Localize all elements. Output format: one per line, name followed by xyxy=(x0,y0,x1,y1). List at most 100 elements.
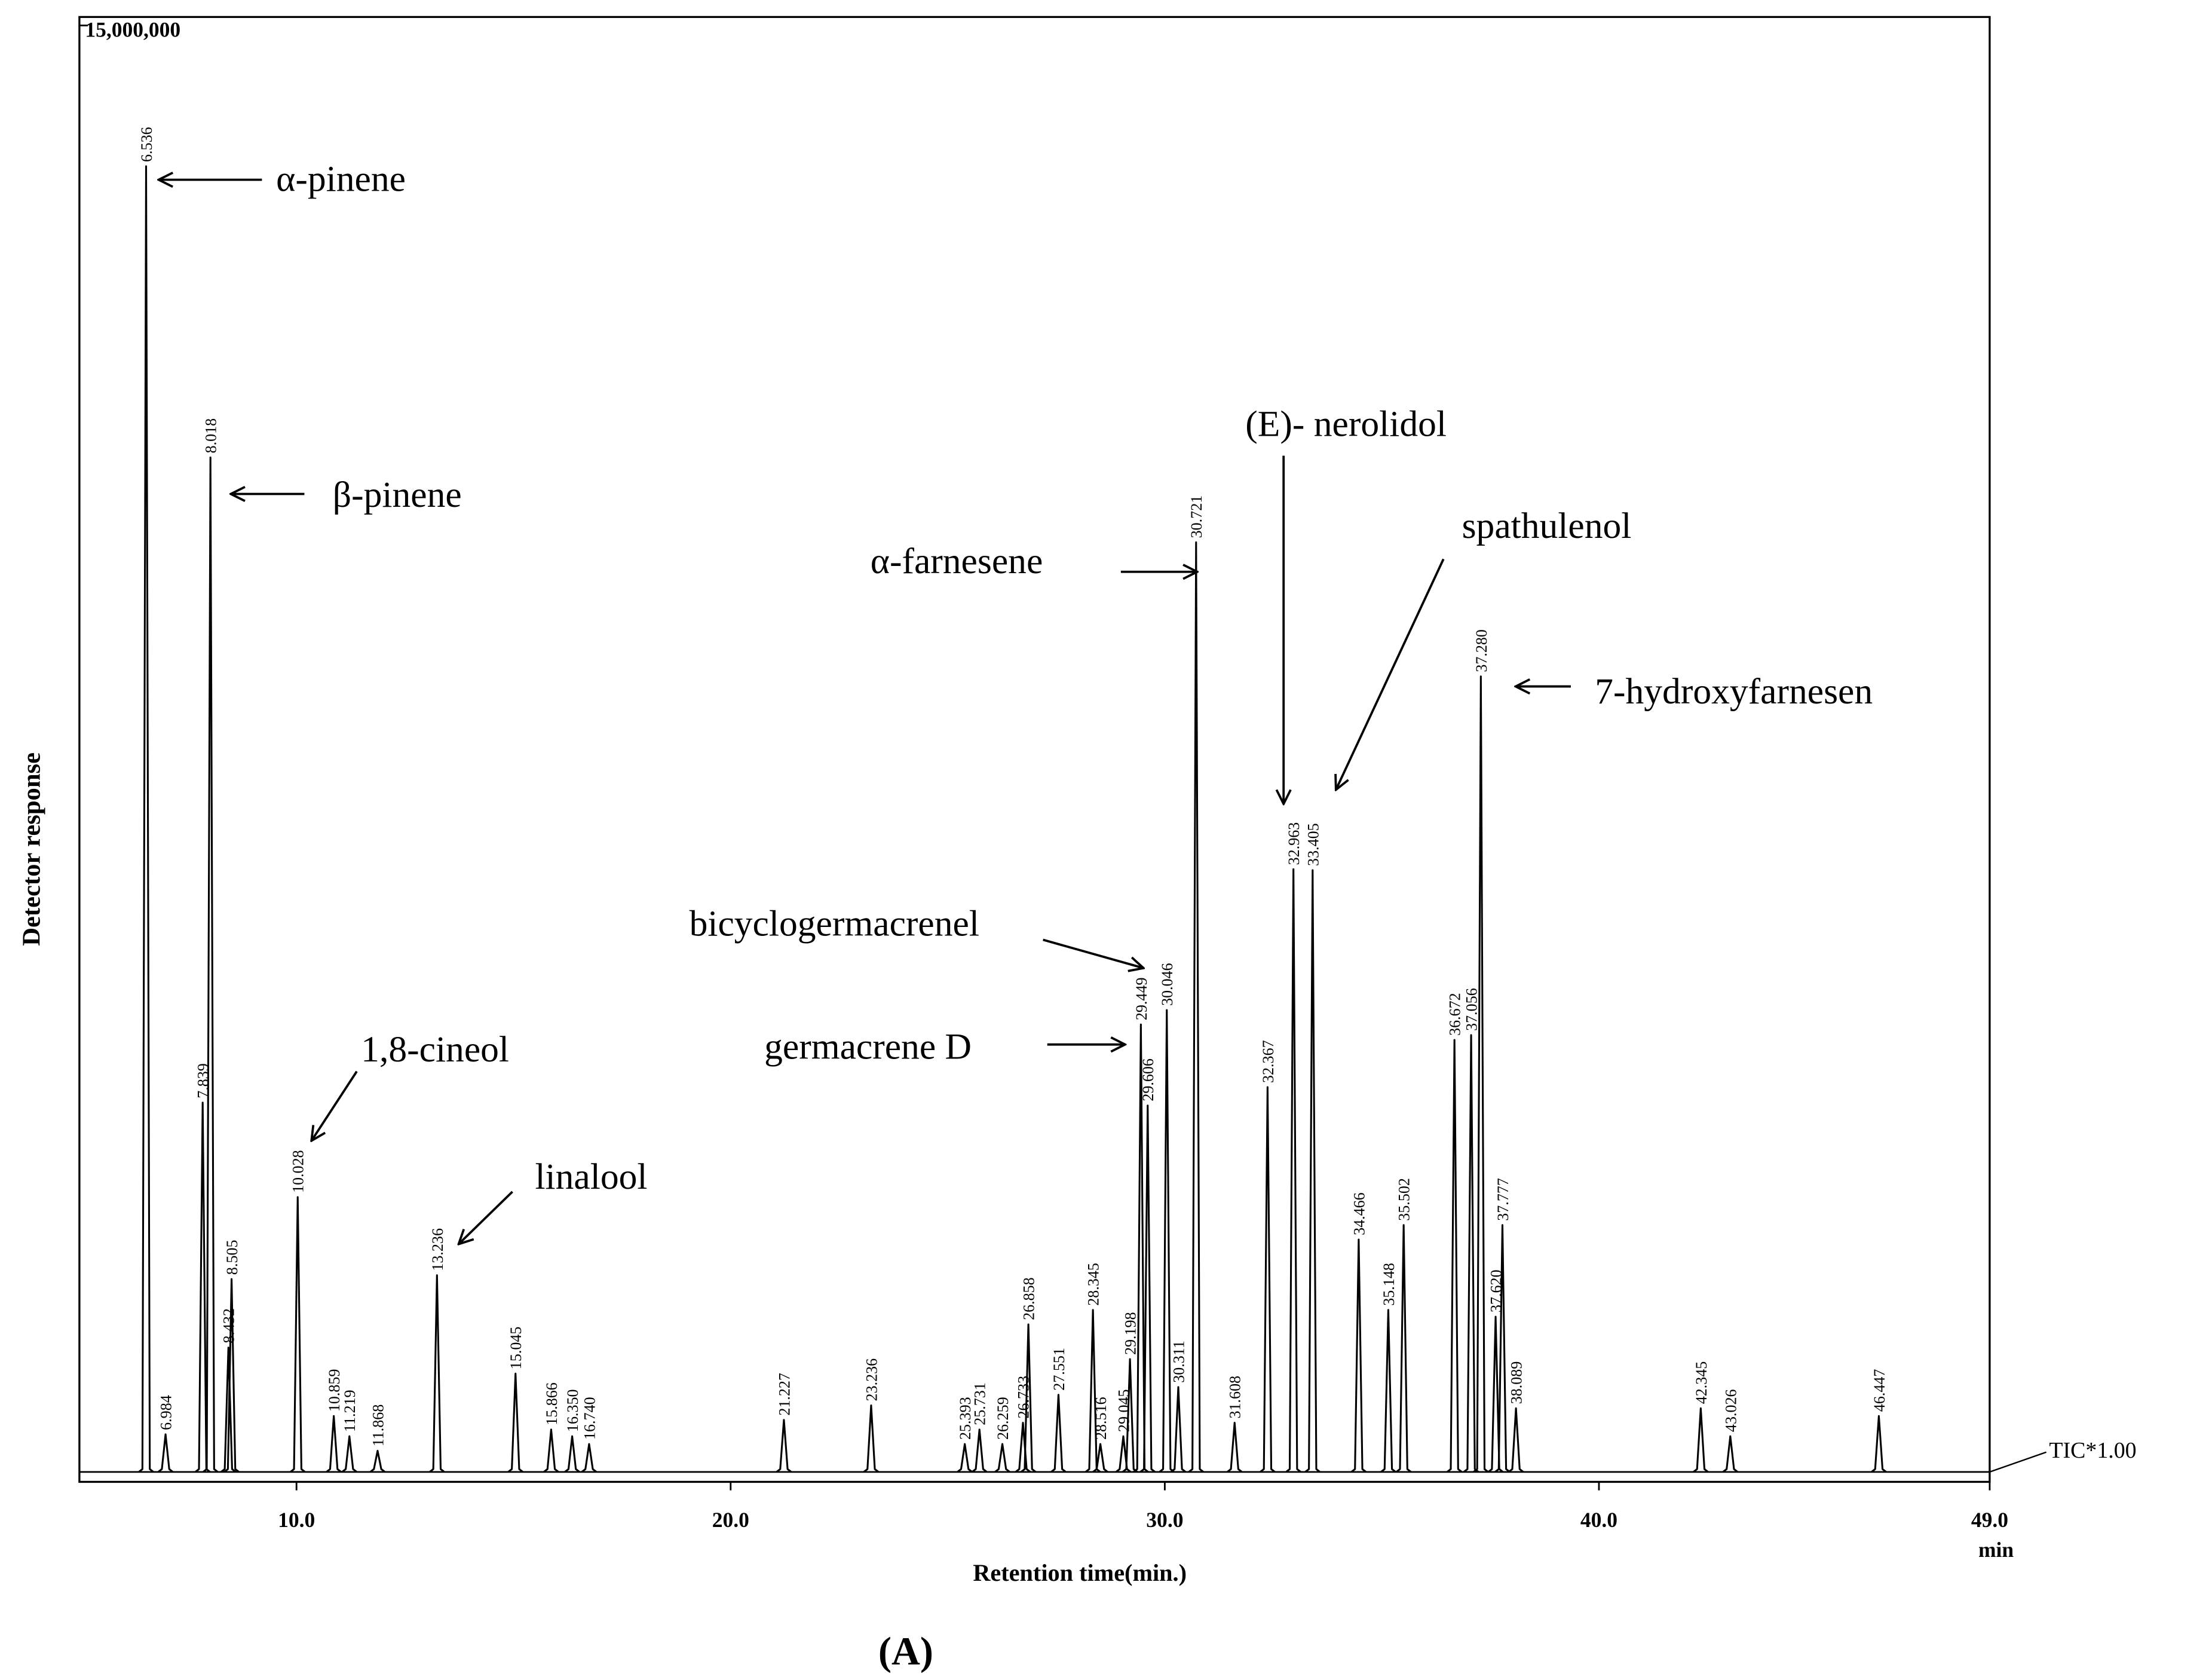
peak-label: 10.028 xyxy=(290,1150,307,1193)
peak-label: 29.045 xyxy=(1115,1389,1132,1432)
x-axis-label: Retention time(min.) xyxy=(973,1559,1187,1586)
peak xyxy=(1170,1386,1187,1473)
arrow xyxy=(1043,938,1144,968)
peak-label: 30.721 xyxy=(1188,495,1205,538)
peak-label: 42.345 xyxy=(1693,1361,1710,1404)
peak-label: 28.516 xyxy=(1092,1397,1110,1440)
peak-label: 10.859 xyxy=(326,1369,343,1412)
x-tick-label: 10.0 xyxy=(278,1508,315,1532)
peak-label: 29.606 xyxy=(1139,1058,1157,1101)
peak xyxy=(971,1428,988,1473)
peak xyxy=(1133,1023,1149,1473)
peak xyxy=(1226,1422,1243,1473)
y-max-label: 15,000,000 xyxy=(85,18,180,42)
peak-label: 46.447 xyxy=(1871,1369,1888,1412)
peak-label: 27.551 xyxy=(1050,1348,1068,1391)
peak xyxy=(1693,1407,1709,1473)
y-axis-label: Detector response xyxy=(18,752,46,946)
peak-label: 26.259 xyxy=(994,1397,1012,1440)
peak-label: 26.858 xyxy=(1021,1277,1038,1320)
x-tick-label: 30.0 xyxy=(1146,1508,1183,1532)
trace-leader xyxy=(1989,1451,2047,1473)
peak-label: 30.311 xyxy=(1170,1341,1187,1383)
peak xyxy=(1487,1315,1504,1473)
caption: (A) xyxy=(878,1630,933,1673)
compound-label: germacrene D xyxy=(764,1026,972,1067)
peak xyxy=(863,1404,880,1473)
arrow xyxy=(1336,558,1445,789)
peak-label: 11.868 xyxy=(369,1404,387,1447)
peak-label: 23.236 xyxy=(863,1358,880,1401)
peak-label: 37.280 xyxy=(1473,629,1490,672)
peak-label: 37.056 xyxy=(1463,988,1481,1031)
peak-label: 32.367 xyxy=(1260,1040,1277,1083)
peak xyxy=(1380,1309,1396,1473)
peak-label: 31.608 xyxy=(1227,1376,1244,1419)
compound-label: bicyclogermacrenel xyxy=(690,903,979,944)
x-tick-label: 40.0 xyxy=(1580,1508,1617,1532)
peak-label: 15.045 xyxy=(507,1327,525,1370)
peak xyxy=(1020,1323,1037,1473)
peak-label: 16.740 xyxy=(581,1397,598,1440)
peak xyxy=(543,1428,559,1473)
peak xyxy=(957,1443,973,1473)
peak xyxy=(1015,1422,1031,1473)
peak-label: 21.227 xyxy=(776,1373,793,1416)
peak xyxy=(1159,1009,1175,1473)
peak xyxy=(1722,1435,1739,1473)
peak xyxy=(1285,868,1301,1473)
peak-label: 29.449 xyxy=(1133,978,1150,1021)
peak-label: 30.046 xyxy=(1159,963,1176,1006)
peak-label: 13.236 xyxy=(429,1228,446,1271)
peak xyxy=(1508,1407,1524,1473)
x-tick-label: 49.0 xyxy=(1971,1508,2008,1532)
peak xyxy=(1304,869,1321,1473)
peak xyxy=(1050,1394,1067,1473)
compound-label: β-pinene xyxy=(333,475,462,515)
peak xyxy=(369,1449,386,1473)
peak xyxy=(1463,1034,1479,1473)
peak-label: 8.505 xyxy=(223,1240,241,1275)
peak xyxy=(507,1372,524,1473)
arrow xyxy=(459,1191,513,1244)
x-unit: min xyxy=(1978,1538,2014,1562)
peak-label: 34.466 xyxy=(1350,1192,1368,1235)
peak xyxy=(1494,1224,1511,1473)
peak-label: 8.432 xyxy=(220,1308,238,1344)
peak xyxy=(1084,1309,1101,1473)
peak xyxy=(326,1415,342,1473)
peak xyxy=(994,1443,1010,1473)
peak-label: 8.018 xyxy=(203,418,220,454)
peak xyxy=(429,1274,445,1473)
peak xyxy=(157,1433,174,1473)
compound-label: 7-hydroxyfarnesen xyxy=(1595,671,1873,712)
peak-label: 15.866 xyxy=(543,1382,560,1425)
peak xyxy=(289,1196,306,1473)
peak-label: 36.672 xyxy=(1447,993,1464,1036)
peak-label: 28.345 xyxy=(1085,1263,1102,1306)
compound-label: α-pinene xyxy=(276,159,406,200)
peak xyxy=(1115,1435,1132,1473)
peak xyxy=(564,1435,580,1473)
peak-label: 35.148 xyxy=(1380,1263,1398,1306)
peak xyxy=(202,456,219,1473)
peak xyxy=(223,1278,240,1473)
peak-label: 25.393 xyxy=(957,1397,974,1440)
compound-label: spathulenol xyxy=(1462,506,1632,546)
plot-frame xyxy=(78,16,1991,1483)
peak-label: 7.839 xyxy=(195,1063,212,1098)
peak-label: 11.219 xyxy=(341,1390,359,1432)
peak xyxy=(1350,1238,1367,1473)
peak-label: 33.405 xyxy=(1304,823,1322,866)
peak-label: 25.731 xyxy=(972,1382,989,1425)
peak xyxy=(1092,1443,1108,1473)
peak xyxy=(1446,1039,1463,1473)
compound-label: α-farnesene xyxy=(871,541,1043,582)
peak-label: 29.198 xyxy=(1122,1312,1139,1355)
peak xyxy=(1395,1224,1412,1473)
compound-label: linalool xyxy=(535,1156,647,1197)
peak-label: 32.963 xyxy=(1285,822,1303,865)
peak xyxy=(1473,675,1489,1473)
compound-label: 1,8-cineol xyxy=(361,1029,509,1070)
